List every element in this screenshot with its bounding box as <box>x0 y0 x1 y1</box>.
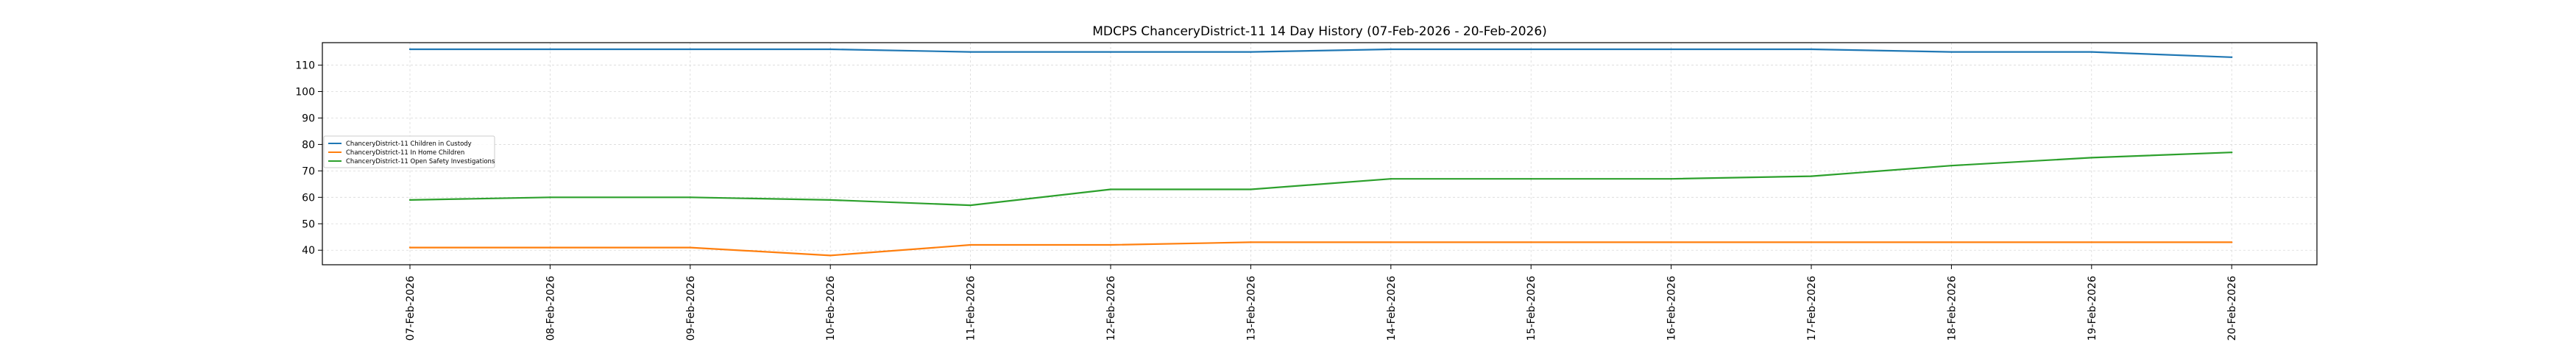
data-point <box>829 199 832 202</box>
data-point <box>1530 241 1532 243</box>
legend-box <box>323 135 495 168</box>
grid <box>322 43 2317 265</box>
data-point <box>549 48 551 51</box>
data-point <box>1670 241 1672 243</box>
y-tick-label: 110 <box>295 60 315 72</box>
legend-label-custody: ChanceryDistrict-11 Children in Custody <box>346 140 472 148</box>
chart-title: MDCPS ChanceryDistrict-11 14 Day History… <box>1092 24 1547 39</box>
data-point <box>969 51 972 53</box>
legend: ChanceryDistrict-11 Children in Custody … <box>323 135 495 168</box>
series-lines <box>408 48 2233 257</box>
data-point <box>689 246 691 249</box>
y-tick-label: 80 <box>302 139 315 151</box>
series-line-1 <box>410 241 2232 257</box>
data-point <box>1530 48 1532 51</box>
data-point <box>1670 177 1672 180</box>
x-tick-label: 10-Feb-2026 <box>825 276 837 340</box>
legend-label-investigations: ChanceryDistrict-11 Open Safety Investig… <box>346 158 495 165</box>
x-tick-label: 09-Feb-2026 <box>685 276 697 340</box>
data-point <box>969 243 972 246</box>
x-axis: 07-Feb-2026 08-Feb-2026 09-Feb-2026 10-Feb-… <box>405 265 2238 340</box>
data-point <box>969 204 972 207</box>
x-tick-label: 08-Feb-2026 <box>545 276 556 340</box>
legend-label-in-home: ChanceryDistrict-11 In Home Children <box>346 149 464 157</box>
x-tick-label: 15-Feb-2026 <box>1526 276 1538 340</box>
data-point <box>2090 241 2092 243</box>
data-point <box>549 246 551 249</box>
data-point <box>2090 51 2092 53</box>
data-point <box>1950 241 1953 243</box>
data-point <box>829 254 832 257</box>
y-tick-label: 70 <box>302 165 315 177</box>
y-axis: 40 50 60 70 80 90 100 110 <box>295 60 322 257</box>
data-point <box>1950 51 1953 53</box>
data-point <box>408 246 411 249</box>
data-point <box>2231 151 2233 154</box>
x-tick-label: 14-Feb-2026 <box>1386 276 1398 340</box>
data-point <box>2231 241 2233 243</box>
data-point <box>1810 241 1813 243</box>
data-point <box>1390 241 1393 243</box>
data-point <box>1250 51 1252 53</box>
data-point <box>1670 48 1672 51</box>
x-tick-label: 20-Feb-2026 <box>2226 276 2238 340</box>
data-point <box>408 199 411 202</box>
data-point <box>829 48 832 51</box>
data-point <box>689 48 691 51</box>
data-point <box>1390 48 1393 51</box>
data-point <box>1810 48 1813 51</box>
x-tick-label: 19-Feb-2026 <box>2087 276 2098 340</box>
data-point <box>1390 177 1393 180</box>
data-point <box>1250 241 1252 243</box>
y-tick-label: 100 <box>295 87 315 99</box>
data-point <box>1109 243 1112 246</box>
y-tick-label: 40 <box>302 245 315 257</box>
y-tick-label: 50 <box>302 218 315 230</box>
x-tick-label: 12-Feb-2026 <box>1105 276 1117 340</box>
x-tick-label: 18-Feb-2026 <box>1946 276 1958 340</box>
data-point <box>1810 175 1813 177</box>
data-point <box>2090 157 2092 159</box>
data-point <box>1109 188 1112 190</box>
data-point <box>2231 56 2233 58</box>
data-point <box>1109 51 1112 53</box>
data-point <box>1250 188 1252 190</box>
data-point <box>689 196 691 199</box>
plot-area-frame <box>322 42 2318 265</box>
x-tick-label: 16-Feb-2026 <box>1666 276 1678 340</box>
series-line-0 <box>410 48 2232 58</box>
data-point <box>1950 164 1953 167</box>
data-point <box>1530 177 1532 180</box>
series-line-2 <box>409 151 2232 207</box>
data-point <box>408 48 411 51</box>
x-tick-label: 17-Feb-2026 <box>1806 276 1818 340</box>
y-tick-label: 90 <box>302 113 315 124</box>
y-tick-label: 60 <box>302 192 315 204</box>
x-tick-label: 11-Feb-2026 <box>966 276 977 340</box>
data-point <box>549 196 551 199</box>
x-tick-label: 13-Feb-2026 <box>1245 276 1257 340</box>
x-tick-label: 07-Feb-2026 <box>405 276 417 340</box>
